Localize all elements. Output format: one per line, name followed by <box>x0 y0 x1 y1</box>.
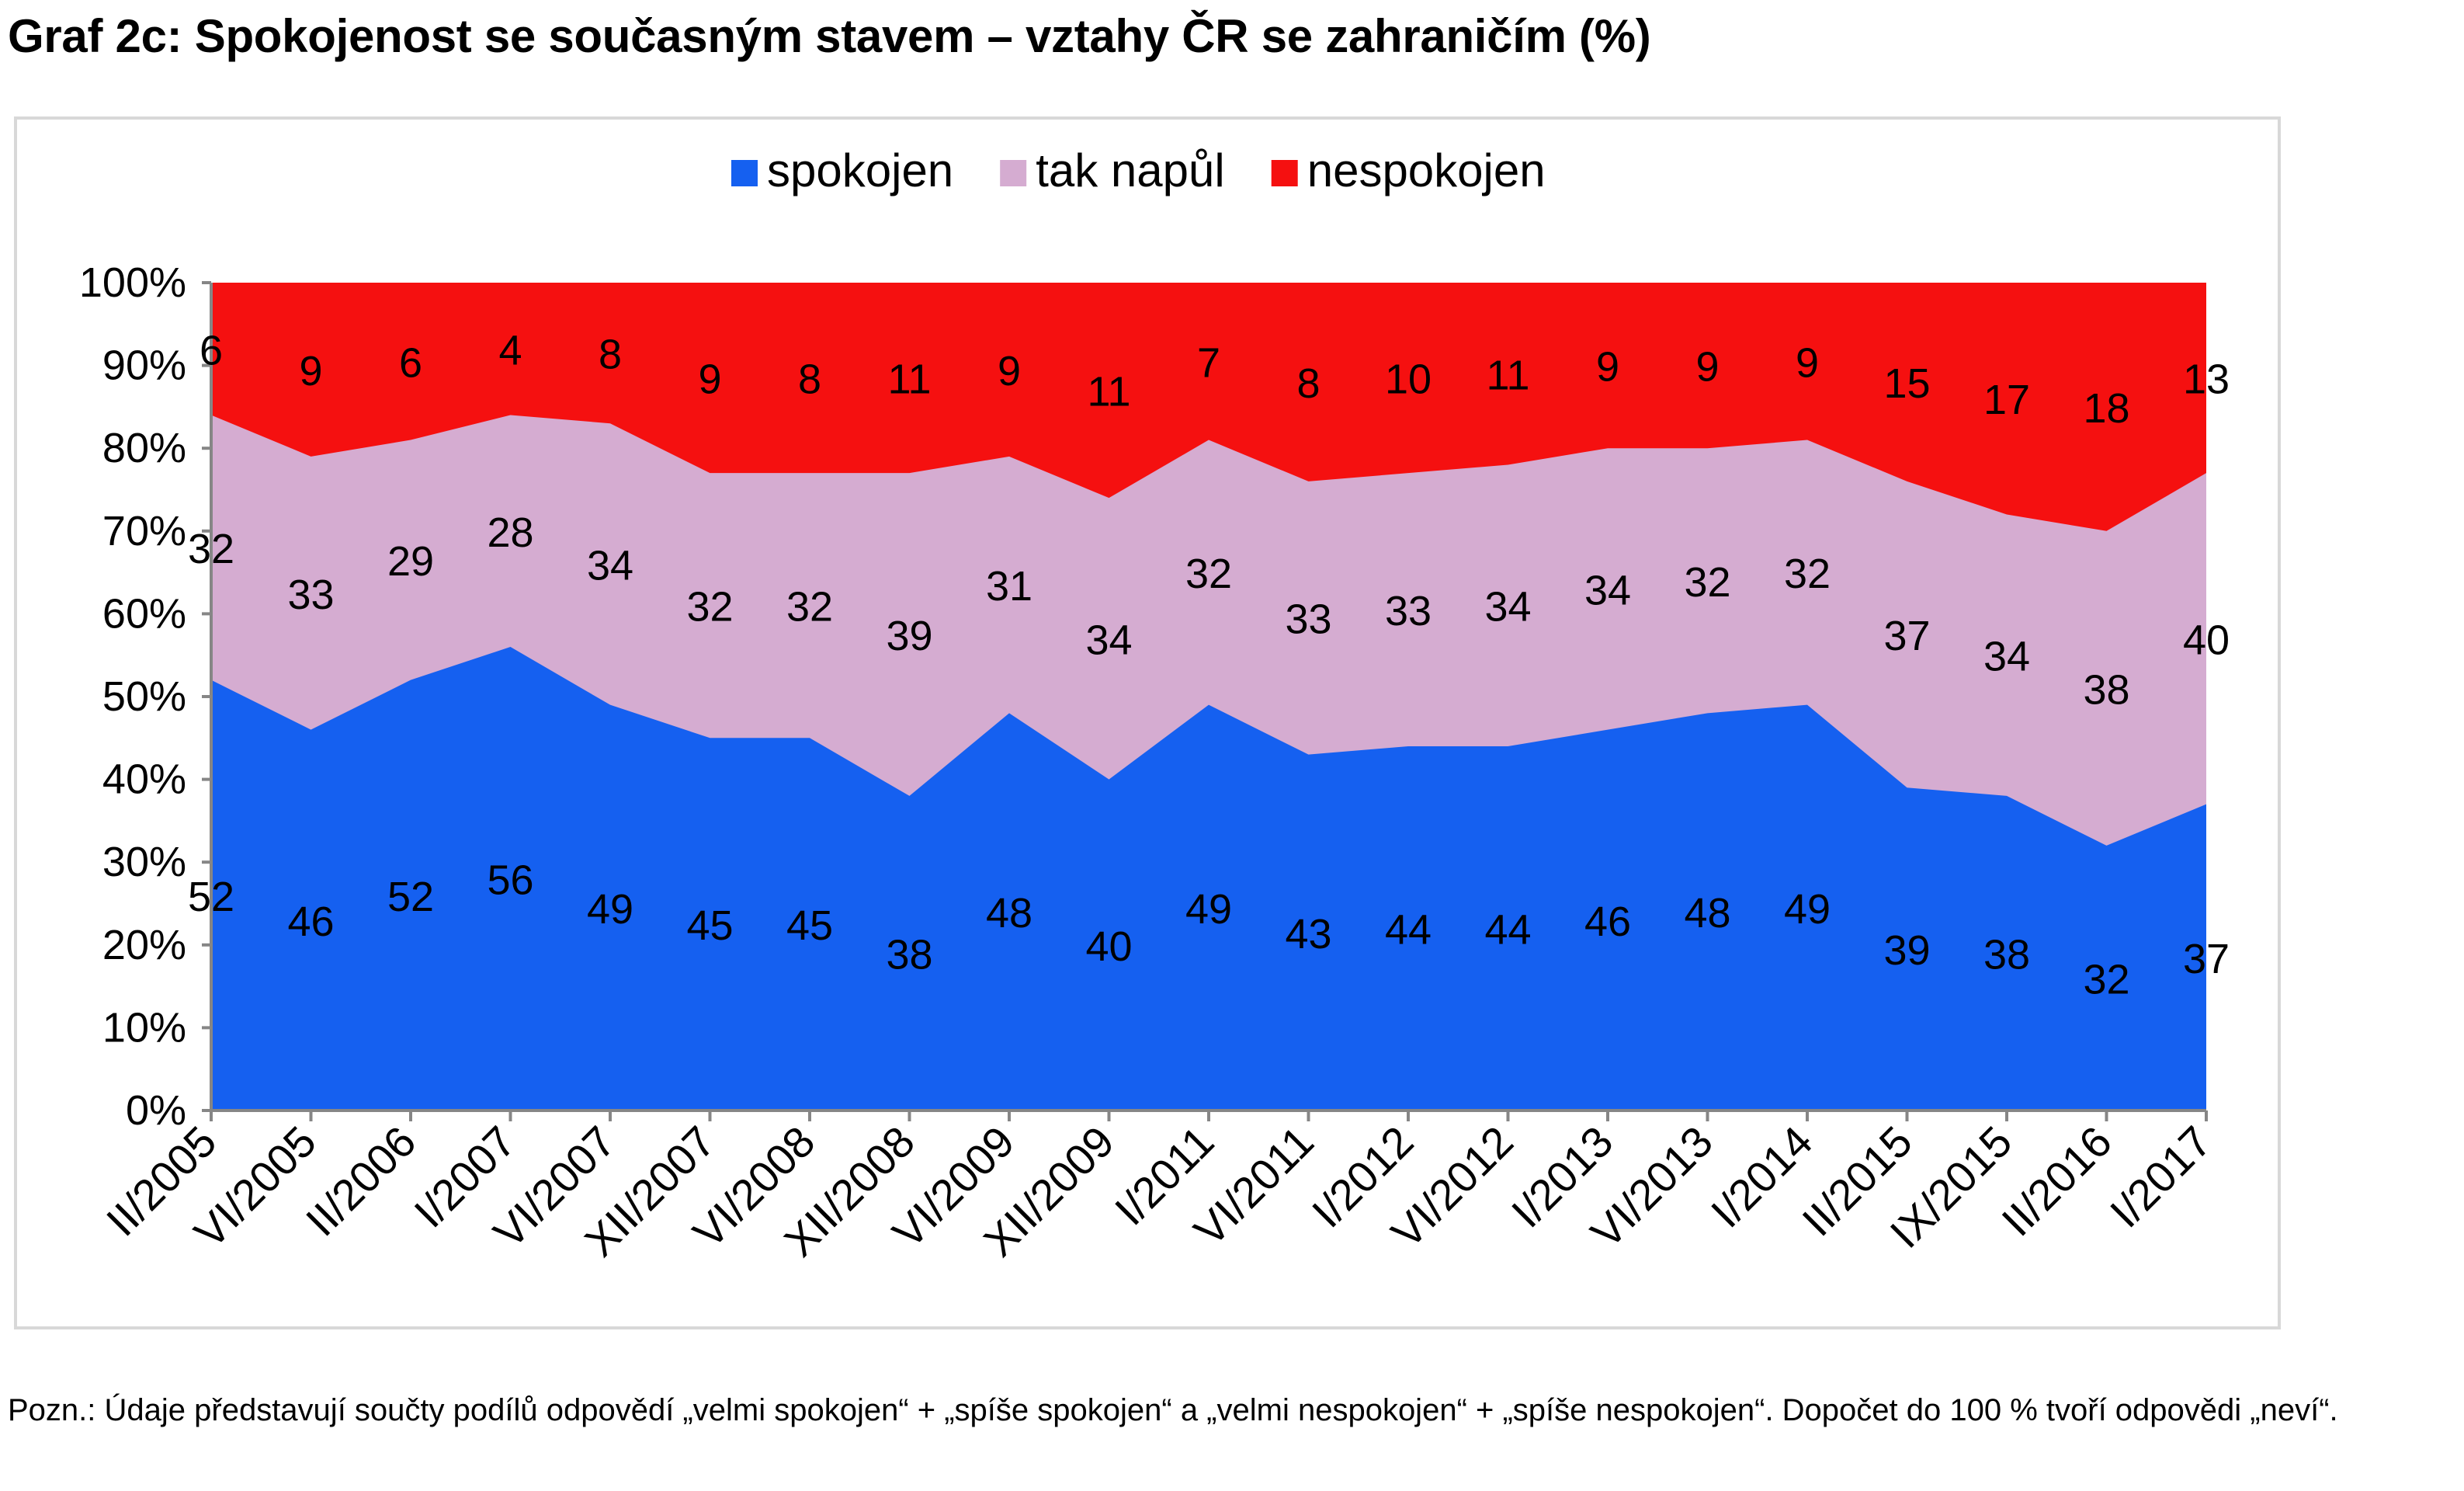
data-label-tak-napůl: 32 <box>786 584 833 631</box>
data-label-tak-napůl: 38 <box>2083 666 2129 713</box>
data-label-tak-napůl: 37 <box>1883 613 1930 659</box>
data-label-nespokojen: 9 <box>1695 344 1719 391</box>
data-label-nespokojen: 15 <box>1883 360 1930 407</box>
data-label-nespokojen: 13 <box>2183 356 2230 403</box>
data-label-tak-napůl: 40 <box>2183 617 2230 663</box>
y-tick-label: 60% <box>102 590 186 637</box>
data-label-tak-napůl: 33 <box>1385 588 1432 634</box>
legend-label: nespokojen <box>1307 144 1546 196</box>
data-label-nespokojen: 4 <box>498 327 522 374</box>
data-label-spokojen: 49 <box>1185 886 1232 933</box>
data-label-spokojen: 45 <box>686 902 733 949</box>
data-label-nespokojen: 10 <box>1385 356 1432 403</box>
data-label-spokojen: 44 <box>1385 906 1432 953</box>
data-label-spokojen: 37 <box>2183 936 2230 982</box>
data-label-spokojen: 46 <box>1584 898 1631 945</box>
data-label-spokojen: 40 <box>1085 923 1132 970</box>
legend-swatch <box>731 160 758 186</box>
data-label-spokojen: 44 <box>1484 906 1531 953</box>
stacked-area-chart: 0%10%20%30%40%50%60%70%80%90%100%II/2005… <box>79 144 2230 1266</box>
legend: spokojen tak napůl nespokojen <box>731 144 1546 196</box>
y-tick-label: 20% <box>102 922 186 968</box>
data-label-tak-napůl: 33 <box>287 572 334 618</box>
data-label-spokojen: 45 <box>786 902 833 949</box>
chart-title: Graf 2c: Spokojenost se současným stavem… <box>8 10 1651 62</box>
data-label-nespokojen: 11 <box>1486 352 1529 398</box>
data-label-spokojen: 52 <box>188 874 234 920</box>
legend-label: tak napůl <box>1036 144 1225 196</box>
data-label-spokojen: 43 <box>1285 911 1331 958</box>
y-tick-label: 0% <box>126 1087 186 1134</box>
x-tick-label: I/2017 <box>2101 1117 2221 1237</box>
data-label-nespokojen: 9 <box>1796 339 1819 386</box>
data-label-spokojen: 56 <box>487 857 533 904</box>
data-label-tak-napůl: 34 <box>1484 584 1531 631</box>
legend-swatch <box>1271 160 1298 186</box>
data-label-tak-napůl: 34 <box>1085 617 1132 663</box>
data-label-spokojen: 38 <box>886 931 932 978</box>
y-tick-label: 70% <box>102 508 186 554</box>
data-label-spokojen: 49 <box>1784 886 1831 933</box>
data-label-tak-napůl: 34 <box>587 542 633 589</box>
legend-swatch <box>1000 160 1027 186</box>
data-label-nespokojen: 7 <box>1197 339 1220 386</box>
data-label-tak-napůl: 32 <box>1684 559 1730 606</box>
data-label-spokojen: 32 <box>2083 956 2129 1003</box>
data-label-nespokojen: 8 <box>798 356 821 403</box>
footnote: Pozn.: Údaje představují součty podílů o… <box>8 1393 2338 1427</box>
area-spokojen <box>211 647 2206 1110</box>
y-tick-label: 30% <box>102 839 186 885</box>
data-label-spokojen: 39 <box>1883 927 1930 974</box>
x-tick-label: II/2016 <box>1992 1117 2121 1246</box>
data-label-tak-napůl: 32 <box>1784 551 1831 597</box>
data-label-nespokojen: 6 <box>399 339 422 386</box>
data-label-nespokojen: 9 <box>998 348 1021 394</box>
data-label-tak-napůl: 28 <box>487 509 533 556</box>
data-label-tak-napůl: 39 <box>886 613 932 659</box>
data-label-spokojen: 49 <box>587 886 633 933</box>
data-label-nespokojen: 9 <box>698 356 721 403</box>
y-tick-label: 10% <box>102 1004 186 1051</box>
y-tick-label: 50% <box>102 673 186 720</box>
y-tick-label: 40% <box>102 756 186 803</box>
x-tick-label: II/2006 <box>297 1117 425 1246</box>
data-label-tak-napůl: 34 <box>1983 634 2030 680</box>
legend-label: spokojen <box>767 144 953 196</box>
data-label-tak-napůl: 32 <box>686 584 733 631</box>
data-label-nespokojen: 9 <box>299 348 322 394</box>
data-label-spokojen: 52 <box>387 874 434 920</box>
data-label-tak-napůl: 29 <box>387 538 434 585</box>
area-layers <box>211 283 2206 1110</box>
data-label-spokojen: 48 <box>986 890 1032 937</box>
data-label-tak-napůl: 33 <box>1285 596 1331 643</box>
data-label-nespokojen: 17 <box>1983 377 2030 423</box>
data-label-tak-napůl: 32 <box>188 526 234 572</box>
y-tick-label: 100% <box>79 259 186 306</box>
data-label-spokojen: 48 <box>1684 890 1730 937</box>
y-tick-label: 90% <box>102 342 186 389</box>
data-label-spokojen: 38 <box>1983 931 2030 978</box>
data-label-nespokojen: 8 <box>1296 360 1320 407</box>
data-label-nespokojen: 11 <box>887 356 931 403</box>
data-label-tak-napůl: 34 <box>1584 567 1631 613</box>
data-label-nespokojen: 8 <box>599 332 622 378</box>
chart-frame: 0% 10% 20% 30% 40% 50% 60% 70% 80% 90% 100% II/2005… <box>14 116 2281 1329</box>
data-label-spokojen: 46 <box>287 898 334 945</box>
data-label-tak-napůl: 31 <box>986 563 1032 610</box>
data-label-nespokojen: 6 <box>200 327 223 374</box>
data-label-tak-napůl: 32 <box>1185 551 1232 597</box>
data-label-nespokojen: 9 <box>1596 344 1619 391</box>
data-label-nespokojen: 11 <box>1087 369 1130 415</box>
data-label-nespokojen: 18 <box>2083 385 2129 432</box>
y-tick-label: 80% <box>102 425 186 471</box>
